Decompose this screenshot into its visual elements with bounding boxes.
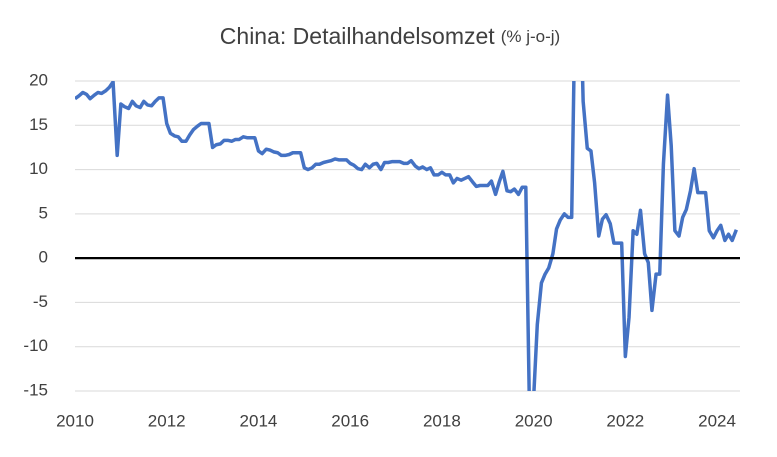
x-tick-label: 2020 <box>515 411 553 430</box>
y-tick-label: 0 <box>39 248 48 267</box>
chart-subtitle: (% j-o-j) <box>501 27 561 46</box>
data-line <box>75 81 738 391</box>
chart-title-line: China: Detailhandelsomzet (% j-o-j) <box>220 23 560 49</box>
y-tick-label: 10 <box>29 159 48 178</box>
y-tick-label: 20 <box>29 70 48 89</box>
x-tick-label: 2016 <box>331 411 369 430</box>
x-tick-label: 2012 <box>148 411 186 430</box>
x-tick-label: 2018 <box>423 411 461 430</box>
x-tick-label: 2024 <box>698 411 736 430</box>
x-tick-label: 2014 <box>240 411 278 430</box>
y-tick-label: 5 <box>39 203 48 222</box>
chart-title: China: Detailhandelsomzet <box>220 23 495 49</box>
x-tick-label: 2022 <box>606 411 644 430</box>
y-tick-label: 15 <box>29 115 48 134</box>
y-tick-label: -5 <box>33 292 48 311</box>
y-tick-label: -15 <box>23 380 48 399</box>
y-tick-label: -10 <box>23 336 48 355</box>
x-tick-label: 2010 <box>56 411 94 430</box>
